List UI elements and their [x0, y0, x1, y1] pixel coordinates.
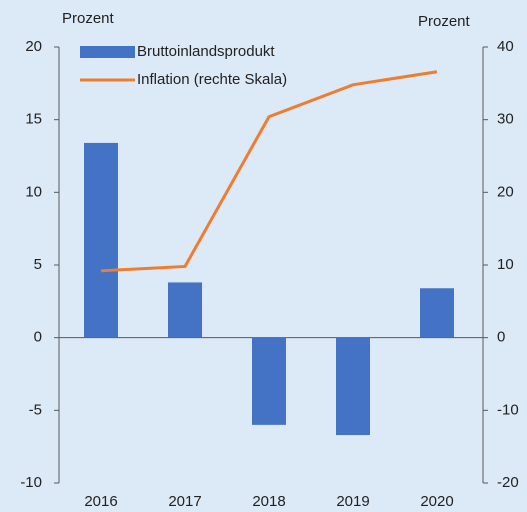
- x-tick-label: 2017: [168, 493, 201, 510]
- y2-tick-label: 0: [497, 329, 505, 346]
- legend-label: Bruttoinlandsprodukt: [137, 43, 275, 60]
- y-tick-label: 20: [25, 38, 42, 55]
- bar: [420, 288, 454, 338]
- y2-axis-title: Prozent: [418, 13, 471, 30]
- line: [100, 70, 438, 273]
- y2-tick-label: 40: [497, 38, 514, 55]
- y-tick-label: 5: [34, 256, 42, 273]
- y-tick-label: 0: [34, 329, 42, 346]
- legend-swatch: [80, 46, 135, 58]
- y-tick-label: 15: [25, 111, 42, 128]
- y2-tick-label: -10: [497, 401, 519, 418]
- y-tick-label: -5: [29, 401, 42, 418]
- x-tick-label: 2020: [420, 493, 453, 510]
- y2-tick-label: -20: [497, 474, 519, 491]
- bar: [252, 337, 286, 425]
- bar: [336, 337, 370, 436]
- legend-label: Inflation (rechte Skala): [137, 71, 287, 88]
- y-tick-label: 10: [25, 183, 42, 200]
- x-tick-label: 2018: [252, 493, 285, 510]
- x-tick-label: 2016: [84, 493, 117, 510]
- y2-tick-label: 20: [497, 183, 514, 200]
- y-axis-title: Prozent: [62, 10, 115, 27]
- bar: [84, 142, 118, 338]
- y-tick-label: -10: [20, 474, 42, 491]
- bar: [168, 282, 202, 338]
- x-tick-label: 2019: [336, 493, 369, 510]
- y2-tick-label: 10: [497, 256, 514, 273]
- y2-tick-label: 30: [497, 111, 514, 128]
